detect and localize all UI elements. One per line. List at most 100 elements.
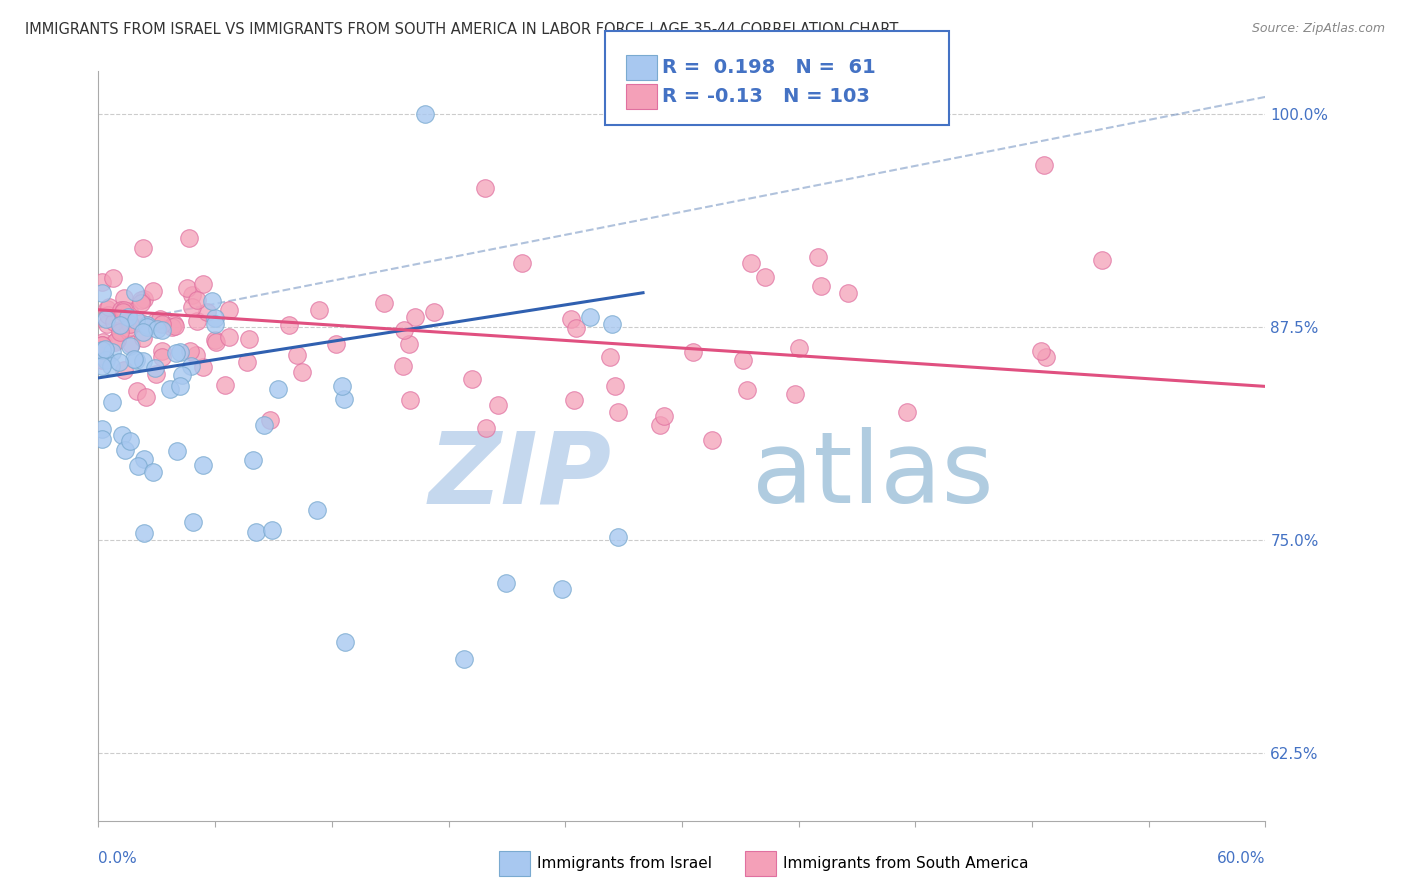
Point [159,382,181,396]
Text: atlas: atlas [752,427,994,524]
Point [129,316,152,330]
Point [600,317,623,331]
Point [94,353,117,368]
Point [551,582,574,596]
Point [195,304,218,318]
Point [103,315,125,329]
Point [91,350,114,364]
Point [97,308,120,322]
Point [96,301,118,316]
Text: R = -0.13   N = 103: R = -0.13 N = 103 [662,87,870,106]
Point [285,348,308,362]
Point [93,335,115,350]
Point [143,361,166,376]
Point [180,300,202,314]
Text: IMMIGRANTS FROM ISRAEL VS IMMIGRANTS FROM SOUTH AMERICA IN LABOR FORCE | AGE 35-: IMMIGRANTS FROM ISRAEL VS IMMIGRANTS FRO… [25,22,898,38]
Point [648,418,671,433]
Point [124,351,146,366]
Point [132,242,155,256]
Point [260,524,283,538]
Point [149,311,172,326]
Point [112,363,135,377]
Point [325,336,347,351]
Point [305,503,328,517]
Point [111,428,134,442]
Point [112,302,135,317]
Point [112,305,135,319]
Point [186,314,208,328]
Point [259,412,281,426]
Point [204,333,226,347]
Point [132,354,155,368]
Point [579,310,602,324]
Point [110,323,132,337]
Point [308,303,330,318]
Point [475,421,498,435]
Point [117,320,139,334]
Point [1033,158,1056,172]
Point [124,285,146,300]
Point [110,318,132,332]
Point [740,256,762,270]
Point [204,317,226,331]
Point [163,317,186,331]
Point [145,314,167,328]
Point [236,354,259,368]
Point [91,285,114,300]
Point [181,516,204,530]
Point [179,343,201,358]
Point [603,379,626,393]
Point [169,379,191,393]
Point [290,365,312,379]
Point [461,372,484,386]
Point [96,317,118,331]
Text: Source: ZipAtlas.com: Source: ZipAtlas.com [1251,22,1385,36]
Point [453,652,475,666]
Point [127,458,149,473]
Point [186,293,208,308]
Point [398,337,420,351]
Point [245,524,267,539]
Point [134,293,156,307]
Point [238,333,260,347]
Point [108,325,131,339]
Point [599,350,621,364]
Point [100,344,122,359]
Point [191,277,214,292]
Point [413,107,436,121]
Point [184,348,207,362]
Point [399,392,422,407]
Point [191,458,214,472]
Point [91,433,114,447]
Point [110,302,132,317]
Point [132,526,155,541]
Point [333,392,356,406]
Point [330,378,353,392]
Point [735,383,758,397]
Point [160,320,183,334]
Point [125,352,148,367]
Point [562,393,585,408]
Point [754,269,776,284]
Point [1035,350,1057,364]
Point [165,346,187,360]
Point [277,318,299,333]
Point [91,275,114,289]
Point [474,181,496,195]
Point [91,338,114,352]
Point [129,293,152,308]
Point [129,296,152,310]
Point [120,336,142,351]
Point [423,305,446,319]
Point [1031,343,1053,358]
Point [731,353,754,368]
Point [179,230,201,244]
Point [114,291,136,305]
Point [103,271,125,285]
Point [135,318,157,332]
Point [218,330,240,344]
Point [560,311,582,326]
Point [166,444,188,458]
Point [100,359,122,374]
Point [392,359,415,373]
